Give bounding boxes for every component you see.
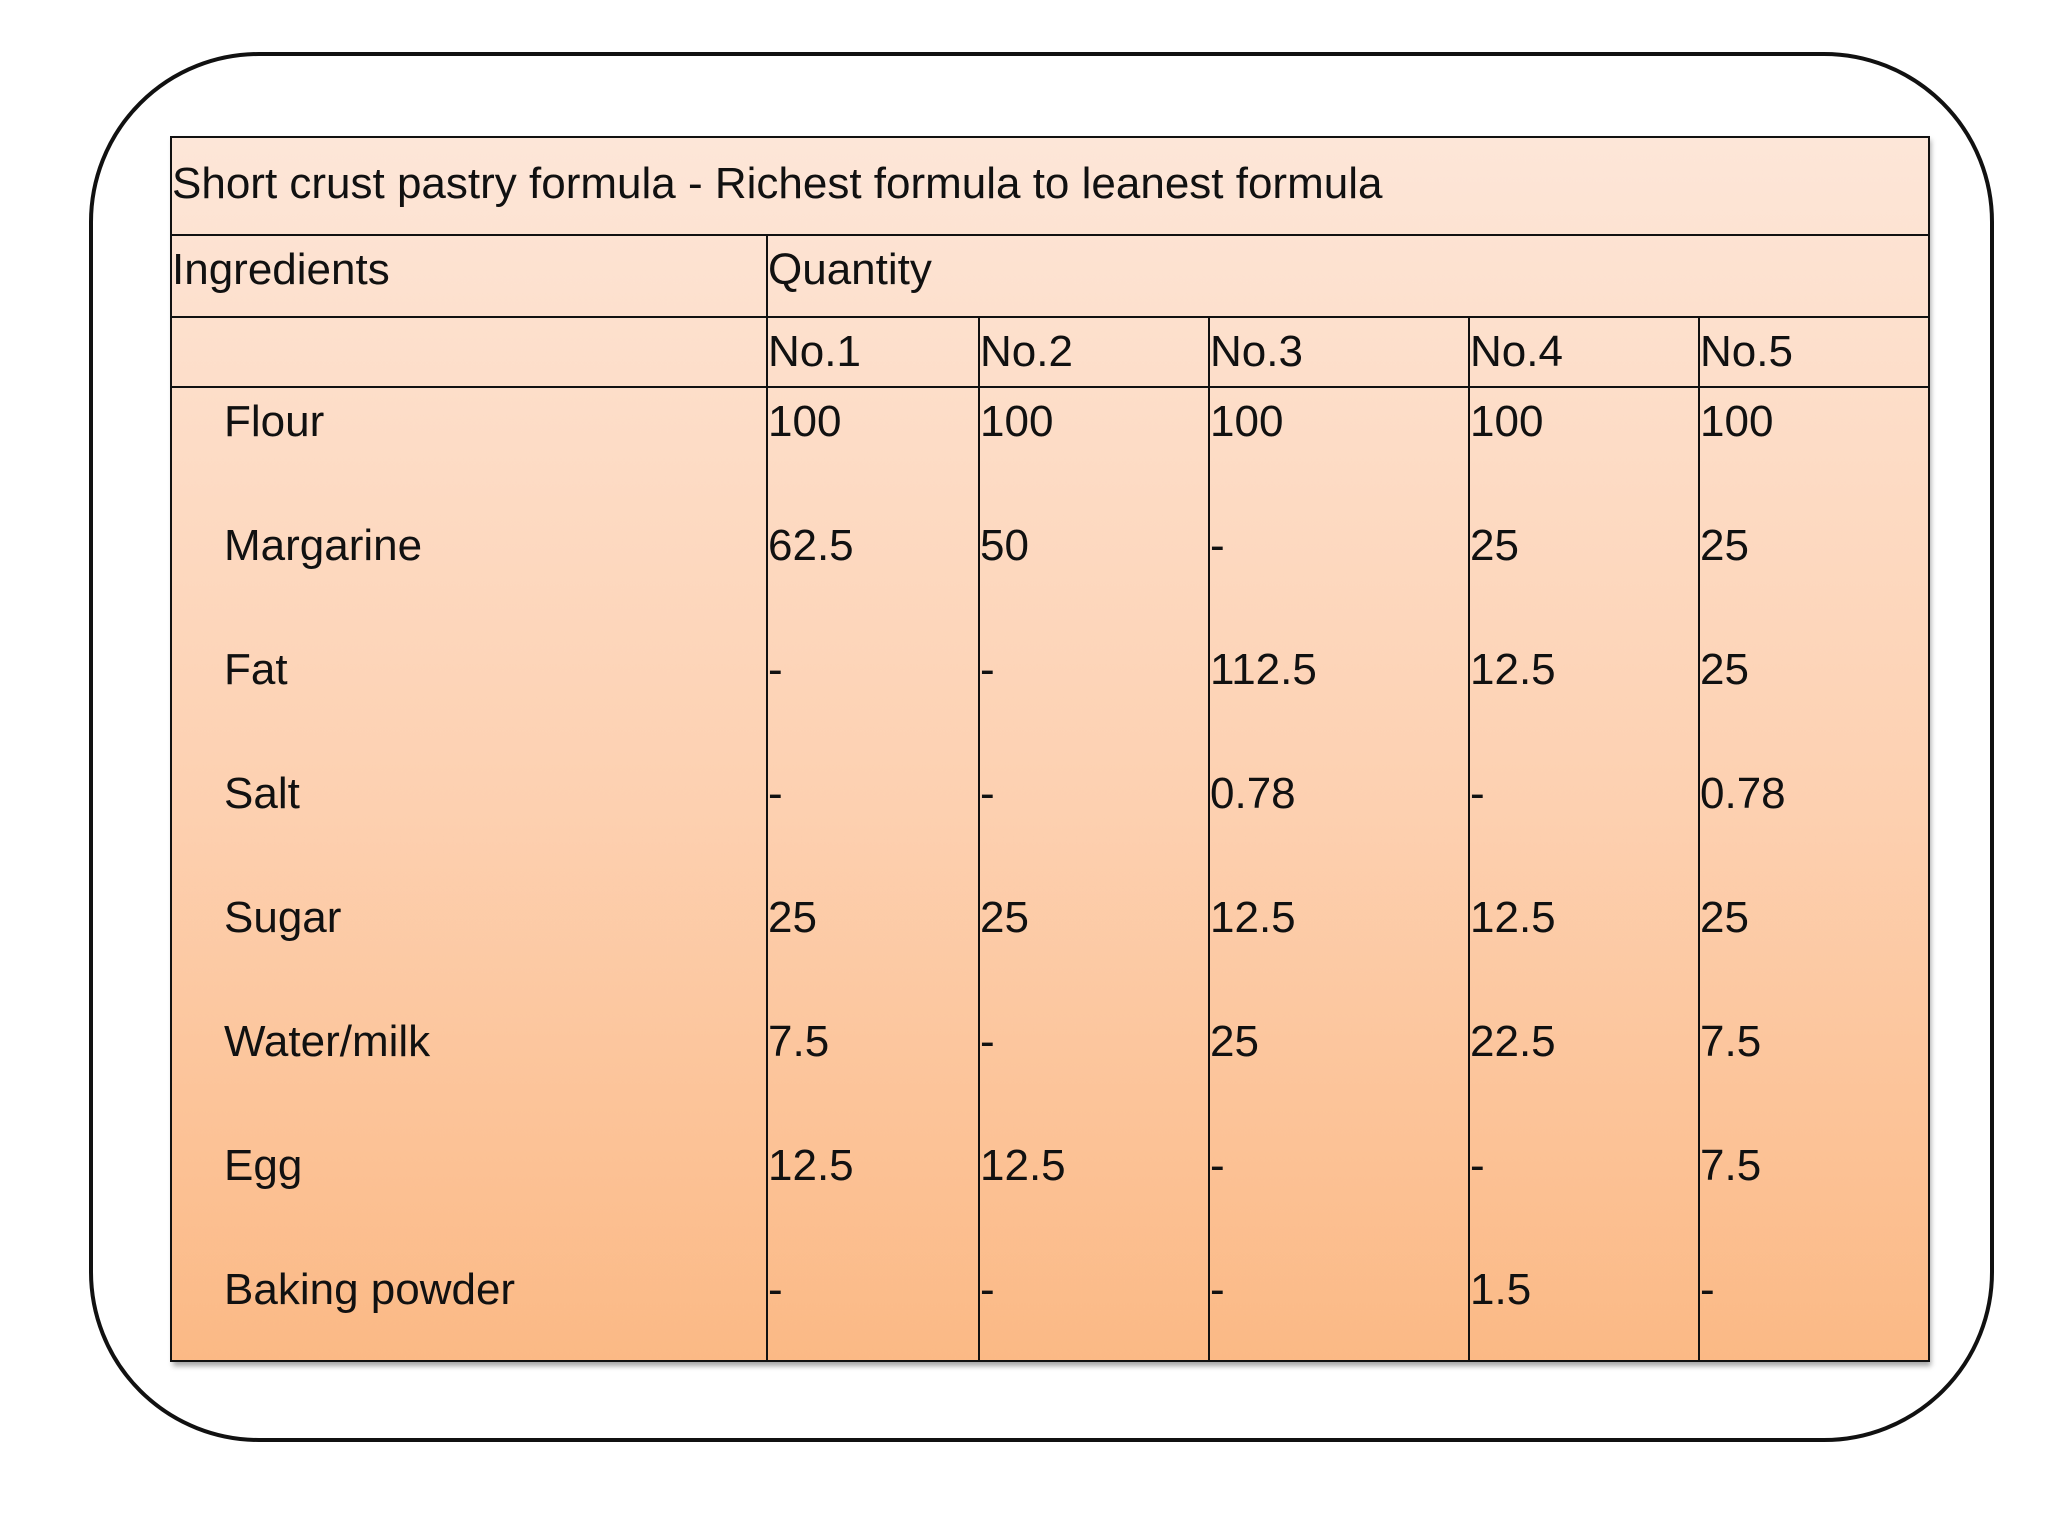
column-header: No.5 [1697,316,1931,388]
quantity-value: 100 [1470,397,1544,446]
quantity-value: 100 [1700,397,1774,446]
quantity-value: 25 [1700,893,1749,942]
ingredient-label: Salt [224,769,300,818]
quantity-value: 12.5 [1470,645,1556,694]
ingredient-label: Flour [224,397,325,446]
quantity-value: 0.78 [1210,769,1296,818]
ingredient-label: Water/milk [224,1017,431,1066]
quantity-value: 22.5 [1470,1017,1556,1066]
quantity-value: - [1210,521,1225,570]
quantity-value: 25 [1700,645,1749,694]
quantity-header-cell: Quantity [765,234,1931,318]
quantity-value: 7.5 [1700,1141,1762,1190]
table-title: Short crust pastry formula - Richest for… [172,159,1383,208]
quantity-value: 100 [1210,397,1284,446]
quantity-value: 12.5 [768,1141,854,1190]
quantity-value: 25 [1470,521,1519,570]
quantity-value: - [980,1017,995,1066]
value-list: 100 25 25 0.78 25 7.5 7.5 - [1700,388,1928,1380]
quantity-value: - [768,1265,783,1314]
quantity-value: - [1700,1265,1715,1314]
quantity-column-4: 100 25 12.5 - 12.5 22.5 - 1.5 [1468,386,1700,1362]
quantity-value: 12.5 [980,1141,1066,1190]
quantity-value: 12.5 [1470,893,1556,942]
quantity-value: - [980,1265,995,1314]
column-header: No.1 [766,316,980,388]
table-container: Short crust pastry formula - Richest for… [169,136,1931,1362]
quantity-value: 1.5 [1470,1265,1532,1314]
value-list: 100 50 - - 25 - 12.5 - [980,388,1208,1380]
ingredient-label: Egg [224,1141,303,1190]
empty-header-cell [170,316,768,388]
column-header: No.2 [978,316,1210,388]
table-title-cell: Short crust pastry formula - Richest for… [169,136,1931,236]
column-header: No.3 [1208,316,1470,388]
quantity-value: 25 [1700,521,1749,570]
quantity-column-2: 100 50 - - 25 - 12.5 - [978,386,1210,1362]
ingredients-header: Ingredients [172,245,390,294]
ingredients-header-cell: Ingredients [170,234,768,318]
quantity-value: 100 [980,397,1054,446]
quantity-value: - [1210,1141,1225,1190]
value-list: 100 - 112.5 0.78 12.5 25 - - [1210,388,1468,1380]
quantity-value: - [980,769,995,818]
quantity-value: 25 [1210,1017,1259,1066]
value-list: 100 25 12.5 - 12.5 22.5 - 1.5 [1470,388,1698,1380]
quantity-value: 12.5 [1210,893,1296,942]
quantity-value: 50 [980,521,1029,570]
quantity-value: 0.78 [1700,769,1786,818]
quantity-value: - [1470,769,1485,818]
ingredient-label: Fat [224,645,288,694]
quantity-value: 25 [768,893,817,942]
value-list: 100 62.5 - - 25 7.5 12.5 - [768,388,978,1380]
ingredient-label: Sugar [224,893,342,942]
quantity-value: - [768,645,783,694]
quantity-value: 7.5 [1700,1017,1762,1066]
quantity-value: 25 [980,893,1029,942]
ingredient-label: Margarine [224,521,423,570]
quantity-column-5: 100 25 25 0.78 25 7.5 7.5 - [1697,386,1931,1362]
quantity-header: Quantity [768,245,932,294]
quantity-value: 7.5 [768,1017,830,1066]
quantity-value: 100 [768,397,842,446]
quantity-value: - [1210,1265,1225,1314]
quantity-column-1: 100 62.5 - - 25 7.5 12.5 - [766,386,980,1362]
quantity-value: 112.5 [1210,645,1317,694]
quantity-value: - [768,769,783,818]
ingredient-list: Flour Margarine Fat Salt Sugar Water/milk Egg B… [172,388,766,1380]
ingredient-label: Baking powder [224,1265,516,1314]
pastry-formula-table: Short crust pastry formula - Richest for… [169,136,1931,1362]
quantity-value: - [980,645,995,694]
quantity-column-3: 100 - 112.5 0.78 12.5 25 - - [1208,386,1470,1362]
quantity-value: - [1470,1141,1485,1190]
column-header: No.4 [1468,316,1700,388]
quantity-value: 62.5 [768,521,854,570]
ingredients-column: Flour Margarine Fat Salt Sugar Water/milk Egg B… [170,386,768,1362]
